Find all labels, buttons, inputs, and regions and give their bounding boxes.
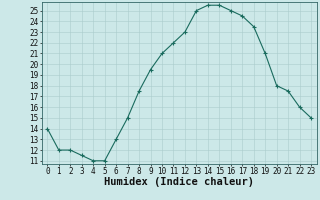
X-axis label: Humidex (Indice chaleur): Humidex (Indice chaleur)	[104, 177, 254, 187]
